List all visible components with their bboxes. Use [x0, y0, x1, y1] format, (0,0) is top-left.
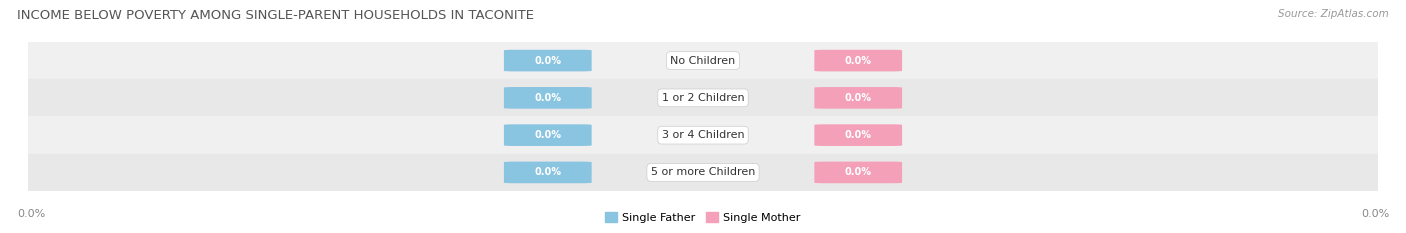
Text: 0.0%: 0.0%: [845, 168, 872, 177]
Text: INCOME BELOW POVERTY AMONG SINGLE-PARENT HOUSEHOLDS IN TACONITE: INCOME BELOW POVERTY AMONG SINGLE-PARENT…: [17, 9, 534, 22]
Text: 0.0%: 0.0%: [1361, 209, 1389, 219]
Text: 0.0%: 0.0%: [534, 130, 561, 140]
Text: 0.0%: 0.0%: [534, 93, 561, 103]
Bar: [28, 42, 1378, 79]
Text: 0.0%: 0.0%: [845, 56, 872, 65]
Bar: [28, 154, 1378, 191]
FancyBboxPatch shape: [503, 162, 592, 183]
FancyBboxPatch shape: [503, 124, 592, 146]
Text: Source: ZipAtlas.com: Source: ZipAtlas.com: [1278, 9, 1389, 19]
Bar: [28, 116, 1378, 154]
FancyBboxPatch shape: [814, 50, 903, 71]
Legend: Single Father, Single Mother: Single Father, Single Mother: [600, 208, 806, 227]
FancyBboxPatch shape: [814, 162, 903, 183]
Text: 0.0%: 0.0%: [534, 56, 561, 65]
FancyBboxPatch shape: [814, 87, 903, 109]
Bar: [28, 79, 1378, 116]
Text: 3 or 4 Children: 3 or 4 Children: [662, 130, 744, 140]
Text: 5 or more Children: 5 or more Children: [651, 168, 755, 177]
Text: 0.0%: 0.0%: [845, 130, 872, 140]
Text: 1 or 2 Children: 1 or 2 Children: [662, 93, 744, 103]
FancyBboxPatch shape: [503, 50, 592, 71]
FancyBboxPatch shape: [503, 87, 592, 109]
Text: 0.0%: 0.0%: [17, 209, 45, 219]
Text: No Children: No Children: [671, 56, 735, 65]
Text: 0.0%: 0.0%: [534, 168, 561, 177]
FancyBboxPatch shape: [814, 124, 903, 146]
Text: 0.0%: 0.0%: [845, 93, 872, 103]
